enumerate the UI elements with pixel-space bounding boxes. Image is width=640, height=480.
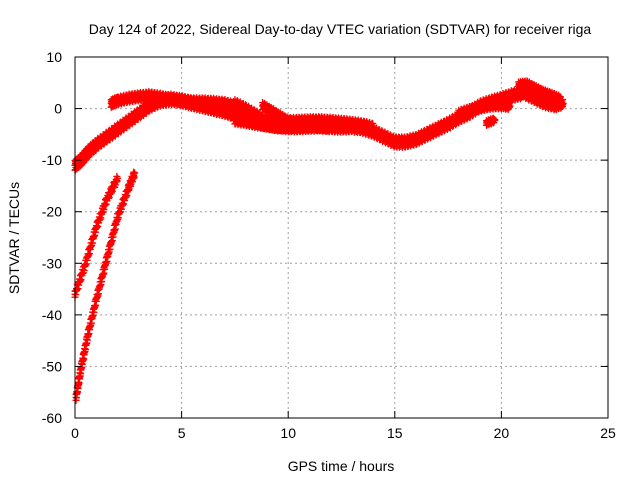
y-tick-label: -40 xyxy=(42,307,62,323)
y-tick-label: -10 xyxy=(42,152,62,168)
x-tick-label: 20 xyxy=(494,425,510,441)
data-point xyxy=(491,116,499,124)
series-branch-19-21 xyxy=(455,97,514,121)
y-tick-label: 0 xyxy=(54,101,62,117)
x-tick-label: 15 xyxy=(387,425,403,441)
data-point xyxy=(369,120,377,128)
series-steep-2 xyxy=(72,168,139,404)
y-tick-label: -60 xyxy=(42,410,62,426)
data-point xyxy=(369,123,377,131)
data-series xyxy=(71,77,567,404)
axis-ticks: 0 5 10 15 20 25 -60 -50 -40 -30 -20 -10 0 10 xyxy=(42,49,616,441)
plot-frame xyxy=(74,56,609,419)
series-fragment-19-5 xyxy=(482,114,499,129)
data-point xyxy=(131,169,139,177)
chart-title: Day 124 of 2022, Sidereal Day-to-day VTE… xyxy=(89,21,592,37)
data-point xyxy=(98,274,106,282)
x-tick-label: 25 xyxy=(600,425,616,441)
y-tick-label: -50 xyxy=(42,358,62,374)
data-point xyxy=(506,102,514,110)
x-axis-title: GPS time / hours xyxy=(288,458,395,474)
y-axis-title: SDTVAR / TECUs xyxy=(6,182,22,294)
data-point xyxy=(114,174,122,182)
y-tick-label: -30 xyxy=(42,255,62,271)
data-point xyxy=(102,254,110,262)
data-point xyxy=(109,230,117,238)
series-branch-21-23b xyxy=(519,85,567,114)
data-point xyxy=(94,286,102,294)
x-tick-label: 10 xyxy=(280,425,296,441)
y-tick-label: 10 xyxy=(46,49,62,65)
series-upper-band xyxy=(107,88,239,114)
series-steep-1 xyxy=(71,172,122,301)
data-point xyxy=(559,99,567,107)
x-tick-label: 0 xyxy=(71,425,79,441)
data-point xyxy=(101,262,109,270)
x-tick-label: 5 xyxy=(178,425,186,441)
y-tick-label: -20 xyxy=(42,204,62,220)
series-upper-band-10-14 xyxy=(284,113,377,135)
